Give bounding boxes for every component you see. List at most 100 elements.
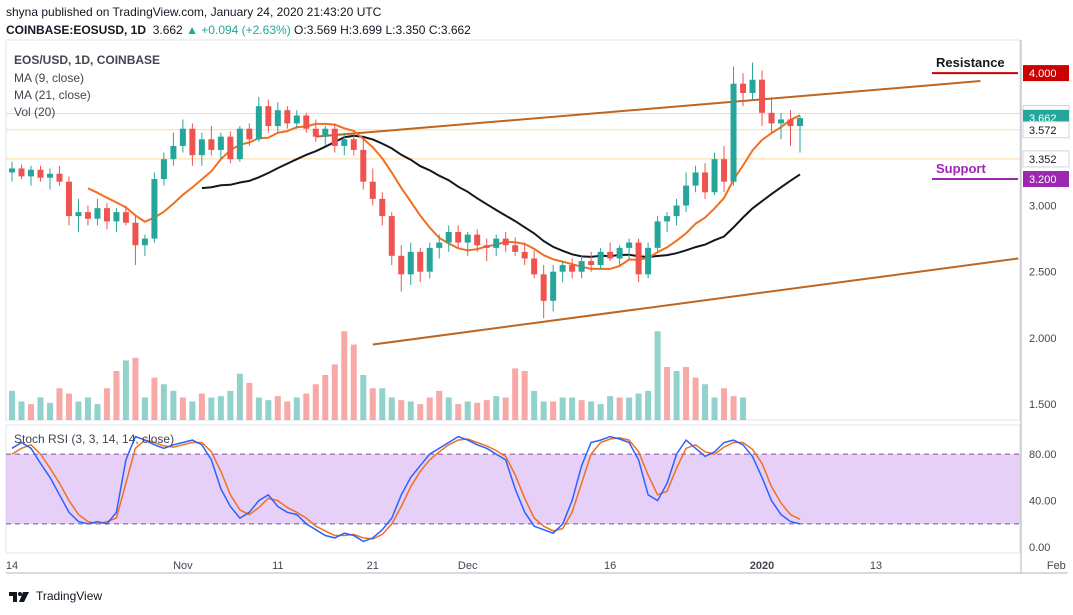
candle-body: [664, 216, 671, 222]
volume-bar: [521, 371, 528, 420]
symbol-label: COINBASE:EOSUSD, 1D: [6, 23, 147, 37]
candle-body: [759, 79, 766, 113]
candle-body: [132, 222, 139, 246]
legend-stoch-rsi: Stoch RSI (3, 3, 14, 14, close): [14, 432, 175, 446]
candle-body: [778, 119, 785, 124]
volume-bar: [189, 401, 196, 420]
candle-body: [569, 265, 576, 272]
price-label-text: 3.352: [1029, 154, 1057, 166]
candle-body: [787, 119, 794, 127]
volume-bar: [75, 401, 82, 420]
candle-body: [645, 247, 652, 275]
candle-body: [303, 115, 310, 129]
candle-body: [27, 169, 34, 177]
candle-body: [198, 139, 205, 156]
volume-bar: [331, 364, 338, 420]
volume-bar: [569, 397, 576, 420]
support-label: Support: [936, 161, 986, 176]
candle-body: [417, 251, 424, 272]
time-axis-tick: 21: [367, 560, 379, 572]
candle-body: [730, 83, 737, 182]
candle-body: [236, 128, 243, 160]
candle-body: [122, 212, 129, 223]
volume-bar: [122, 360, 129, 420]
candle-body: [683, 185, 690, 206]
time-axis-tick: Feb: [1047, 560, 1066, 572]
price-pane-frame: [5, 39, 1021, 421]
volume-bar: [645, 390, 652, 420]
tradingview-footer[interactable]: TradingView: [8, 589, 102, 603]
volume-bar: [170, 390, 177, 420]
candle-body: [18, 168, 25, 177]
volume-bar: [265, 400, 272, 420]
candle-body: [379, 198, 386, 217]
change-value: ▲ +0.094 (+2.63%): [186, 23, 291, 37]
candle-body: [293, 115, 300, 124]
volume-bar: [322, 374, 329, 420]
volume-bar: [673, 371, 680, 420]
candle-body: [493, 238, 500, 248]
candle-body: [502, 238, 509, 246]
candle-body: [692, 172, 699, 186]
candle-body: [436, 242, 443, 248]
candle-body: [768, 112, 775, 124]
volume-bar: [417, 404, 424, 420]
price-label-text: 3.572: [1029, 125, 1057, 137]
candle-body: [369, 181, 376, 199]
candle-body: [455, 231, 462, 243]
candle-body: [141, 238, 148, 246]
symbol-line: COINBASE:EOSUSD, 1D 3.662 ▲ +0.094 (+2.6…: [6, 23, 471, 37]
candle-body: [721, 159, 728, 182]
volume-bar: [236, 373, 243, 420]
candle-body: [597, 251, 604, 266]
volume-bar: [303, 393, 310, 420]
volume-bar: [531, 390, 538, 420]
volume-bar: [274, 396, 281, 420]
candle-body: [512, 245, 519, 252]
volume-bar: [341, 331, 348, 420]
candle-body: [179, 128, 186, 146]
volume-bar: [683, 367, 690, 420]
candle-body: [208, 139, 215, 150]
volume-bar: [455, 404, 462, 420]
candle-body: [588, 261, 595, 266]
candle-body: [350, 139, 357, 150]
candle-body: [711, 159, 718, 193]
ma21-line: [201, 134, 801, 259]
price-axis-tick: 1.500: [1029, 399, 1057, 411]
price-label-badge: [1022, 150, 1070, 168]
candle-body: [483, 245, 490, 248]
legend-volume: Vol (20): [14, 105, 56, 119]
candle-body: [160, 159, 167, 180]
candle-body: [531, 258, 538, 275]
volume-bar: [436, 390, 443, 420]
candle-body: [426, 247, 433, 272]
volume-bar: [179, 397, 186, 420]
stoch-axis-tick: 80.00: [1029, 449, 1057, 461]
candle-body: [151, 179, 158, 239]
volume-bar: [18, 401, 25, 420]
candle-body: [341, 139, 348, 146]
volume-bar: [217, 396, 224, 420]
time-axis-tick: Nov: [173, 560, 193, 572]
volume-bar: [84, 397, 91, 420]
volume-bar: [293, 397, 300, 420]
price-axis-tick: 3.000: [1029, 201, 1057, 213]
volume-bar: [398, 400, 405, 420]
volume-bar: [692, 377, 699, 420]
tradingview-logo-icon: [9, 592, 29, 602]
candle-body: [635, 242, 642, 275]
volume-bar: [597, 404, 604, 420]
time-axis-tick: 16: [604, 560, 616, 572]
candle-body: [540, 274, 547, 301]
candle-body: [246, 128, 253, 140]
stoch-d-line: [11, 437, 801, 540]
candle-body: [170, 145, 177, 160]
candle-body: [626, 242, 633, 248]
candle-body: [84, 212, 91, 219]
candle-body: [607, 251, 614, 259]
volume-bar: [37, 397, 44, 420]
volume-bar: [588, 401, 595, 420]
volume-bar: [616, 397, 623, 420]
